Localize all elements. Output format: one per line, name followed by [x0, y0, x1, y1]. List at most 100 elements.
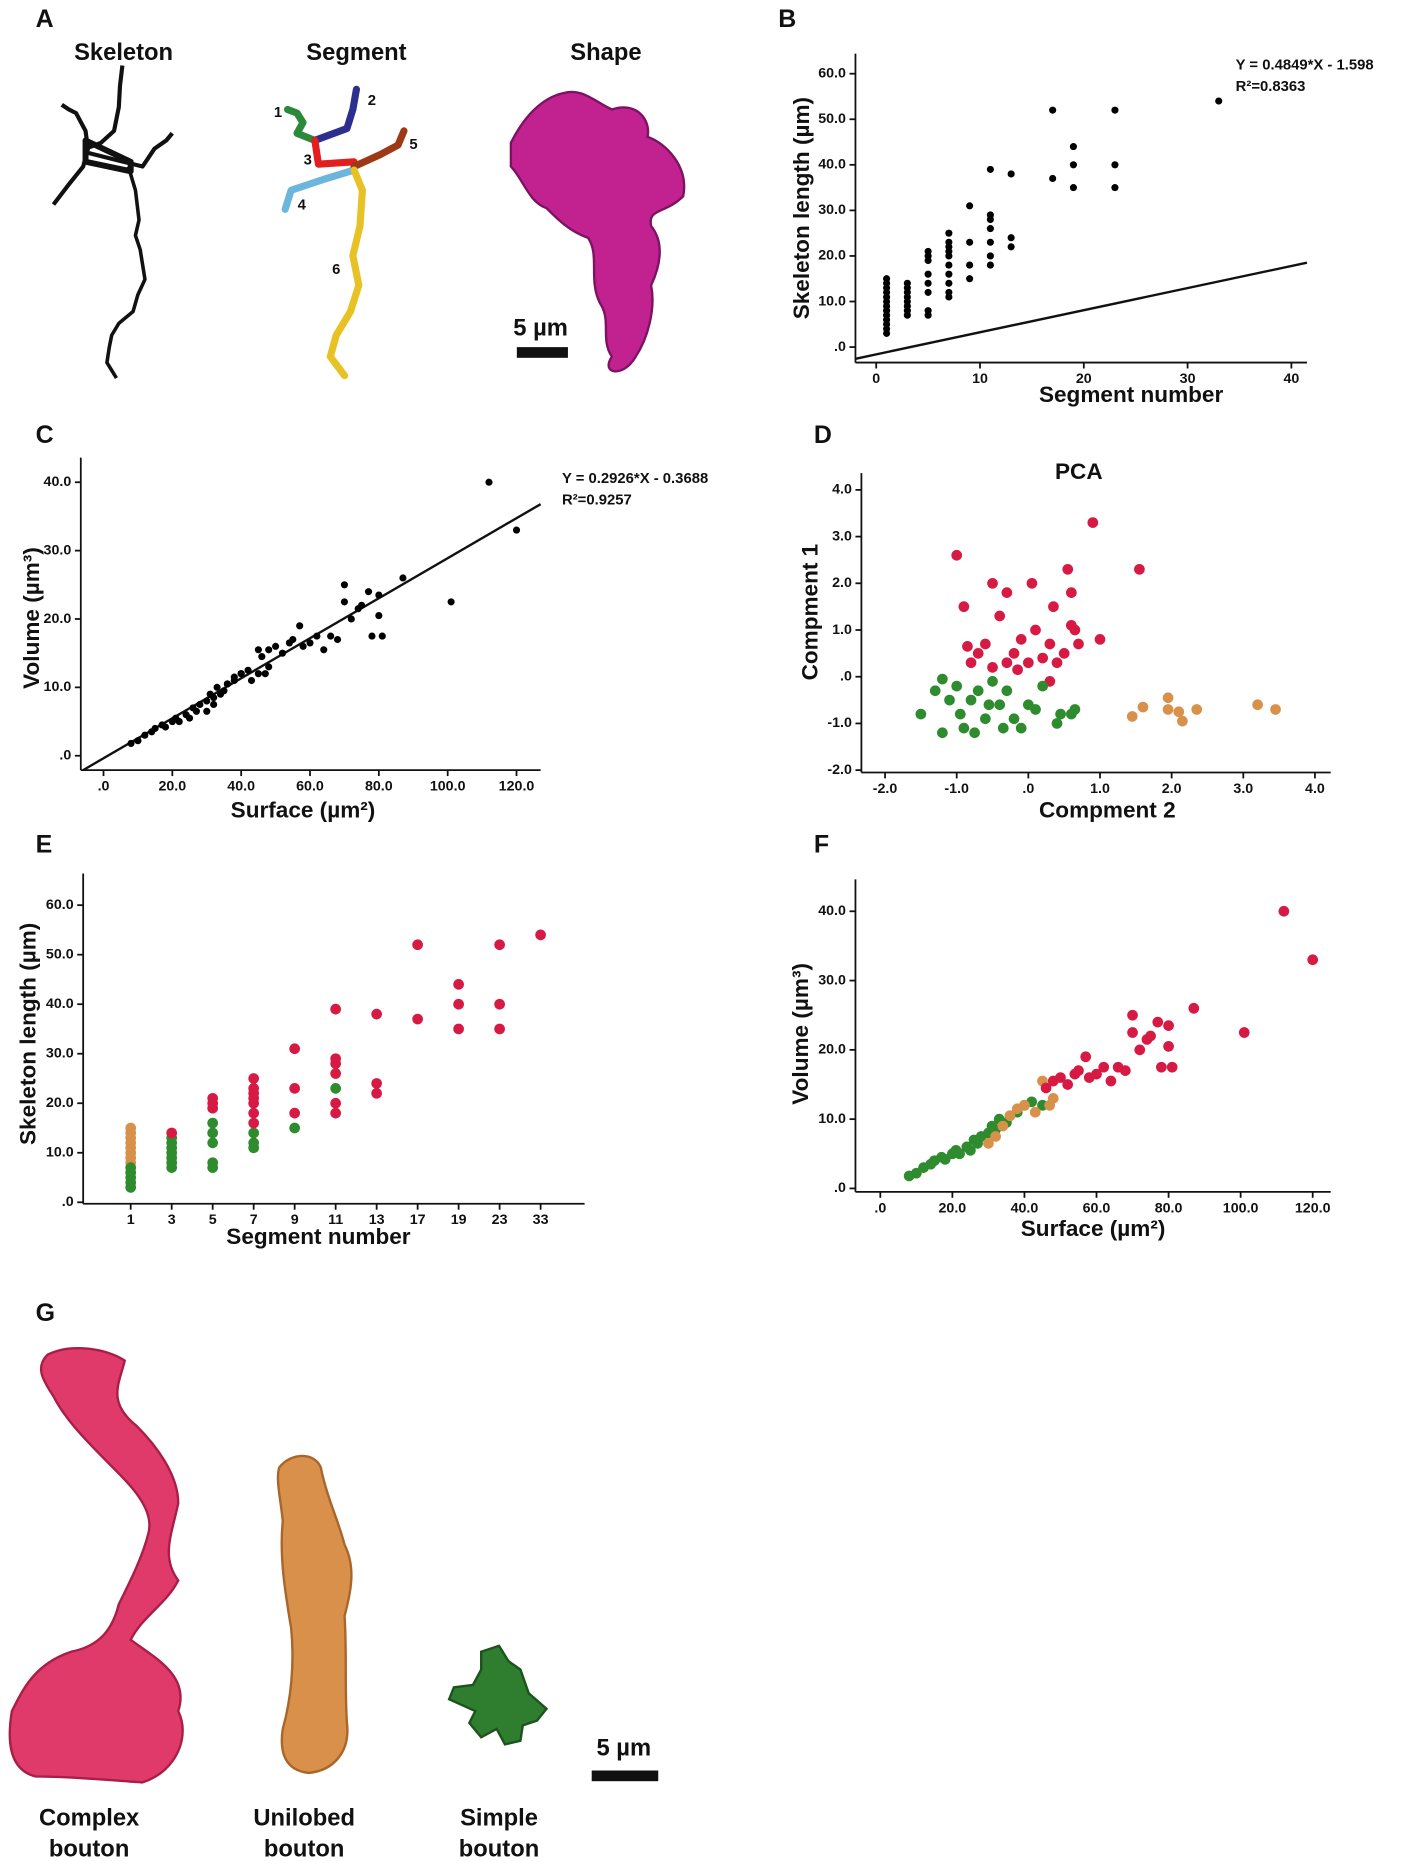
point	[1029, 1106, 1041, 1118]
segment-number: 6	[332, 262, 340, 278]
point	[1307, 954, 1319, 966]
point	[986, 225, 994, 233]
y-tick-label: -2.0	[827, 762, 852, 778]
point	[1156, 1061, 1167, 1073]
point	[1001, 685, 1013, 697]
point	[289, 1107, 301, 1119]
point	[1069, 624, 1081, 636]
point	[962, 641, 973, 652]
x-tick-label: .0	[874, 1200, 886, 1216]
point	[244, 666, 252, 674]
point	[1026, 577, 1038, 589]
point	[151, 724, 159, 732]
segment-number: 2	[368, 93, 376, 109]
point	[1087, 517, 1099, 528]
y-axis-label: Volume (µm³)	[788, 963, 813, 1105]
point	[980, 638, 991, 650]
x-tick-label: 2.0	[1162, 781, 1182, 797]
point	[1058, 648, 1070, 659]
y-axis-label: Skeleton length (µm)	[789, 97, 814, 319]
point	[924, 307, 932, 315]
point	[937, 727, 948, 739]
point	[1177, 715, 1188, 727]
point	[210, 694, 218, 702]
y-tick-label: -1.0	[827, 715, 852, 731]
x-tick-label: 20.0	[939, 1200, 967, 1216]
x-tick-label: 20	[1076, 371, 1092, 387]
point	[358, 601, 366, 609]
panel-letter: D	[814, 421, 832, 449]
panel-letter: G	[36, 1299, 55, 1327]
point	[1047, 1093, 1059, 1104]
y-tick-label: .0	[62, 1194, 74, 1210]
point	[330, 1053, 341, 1065]
annotation: R²=0.9257	[562, 492, 632, 508]
point	[945, 279, 953, 287]
point	[903, 279, 911, 287]
point	[986, 261, 994, 269]
point	[203, 707, 211, 715]
x-tick-label: 40	[1283, 371, 1299, 387]
point	[1191, 704, 1203, 715]
x-tick-label: 0	[872, 371, 880, 387]
point	[945, 288, 953, 296]
point	[1015, 634, 1027, 645]
x-tick-label: 11	[328, 1212, 343, 1228]
x-tick-label: 5	[209, 1212, 217, 1228]
x-tick-label: 33	[533, 1212, 549, 1228]
point	[494, 939, 505, 951]
point	[986, 238, 994, 246]
panel-heading: Shape	[570, 39, 641, 66]
point	[1145, 1030, 1156, 1042]
point	[1111, 106, 1119, 114]
point	[248, 1107, 260, 1119]
point	[1270, 704, 1281, 715]
point	[296, 622, 304, 630]
point	[997, 1120, 1009, 1132]
point	[958, 601, 970, 613]
point	[924, 270, 932, 278]
y-tick-label: .0	[834, 339, 846, 355]
point	[1126, 711, 1138, 722]
point	[375, 591, 383, 599]
y-axis-label: Compment 1	[797, 544, 822, 681]
segment-number: 4	[298, 198, 307, 214]
point	[945, 261, 953, 269]
y-tick-label: 1.0	[832, 622, 852, 638]
y-axis-label: Volume (µm³)	[19, 547, 44, 689]
y-tick-label: 4.0	[832, 482, 852, 498]
x-tick-label: 13	[369, 1212, 385, 1228]
point	[166, 1127, 178, 1139]
point	[1055, 708, 1066, 720]
bouton-label: bouton	[49, 1835, 129, 1861]
point	[1062, 1079, 1074, 1090]
point	[986, 211, 994, 219]
segment-number: 3	[304, 153, 312, 169]
point	[915, 708, 927, 720]
point	[289, 635, 297, 644]
y-tick-label: .0	[840, 668, 852, 684]
x-tick-label: 20.0	[158, 779, 186, 795]
point	[990, 1131, 1001, 1142]
point	[972, 648, 984, 659]
x-axis-label: Compment 2	[1039, 798, 1176, 823]
point	[313, 632, 321, 640]
point	[994, 610, 1006, 622]
point	[1091, 1068, 1102, 1080]
complex-bouton-render	[8, 1347, 184, 1784]
point	[512, 526, 521, 534]
x-axis-label: Surface (µm²)	[231, 798, 376, 823]
point	[364, 588, 373, 596]
x-tick-label: 7	[250, 1212, 258, 1228]
point	[207, 1137, 219, 1149]
point	[1215, 97, 1223, 105]
y-tick-label: 20.0	[818, 1042, 846, 1058]
point	[306, 639, 314, 647]
point	[945, 238, 953, 246]
point	[1137, 701, 1149, 713]
point	[223, 680, 231, 688]
y-tick-label: 50.0	[46, 946, 74, 962]
point	[203, 697, 211, 705]
point	[1007, 234, 1015, 242]
